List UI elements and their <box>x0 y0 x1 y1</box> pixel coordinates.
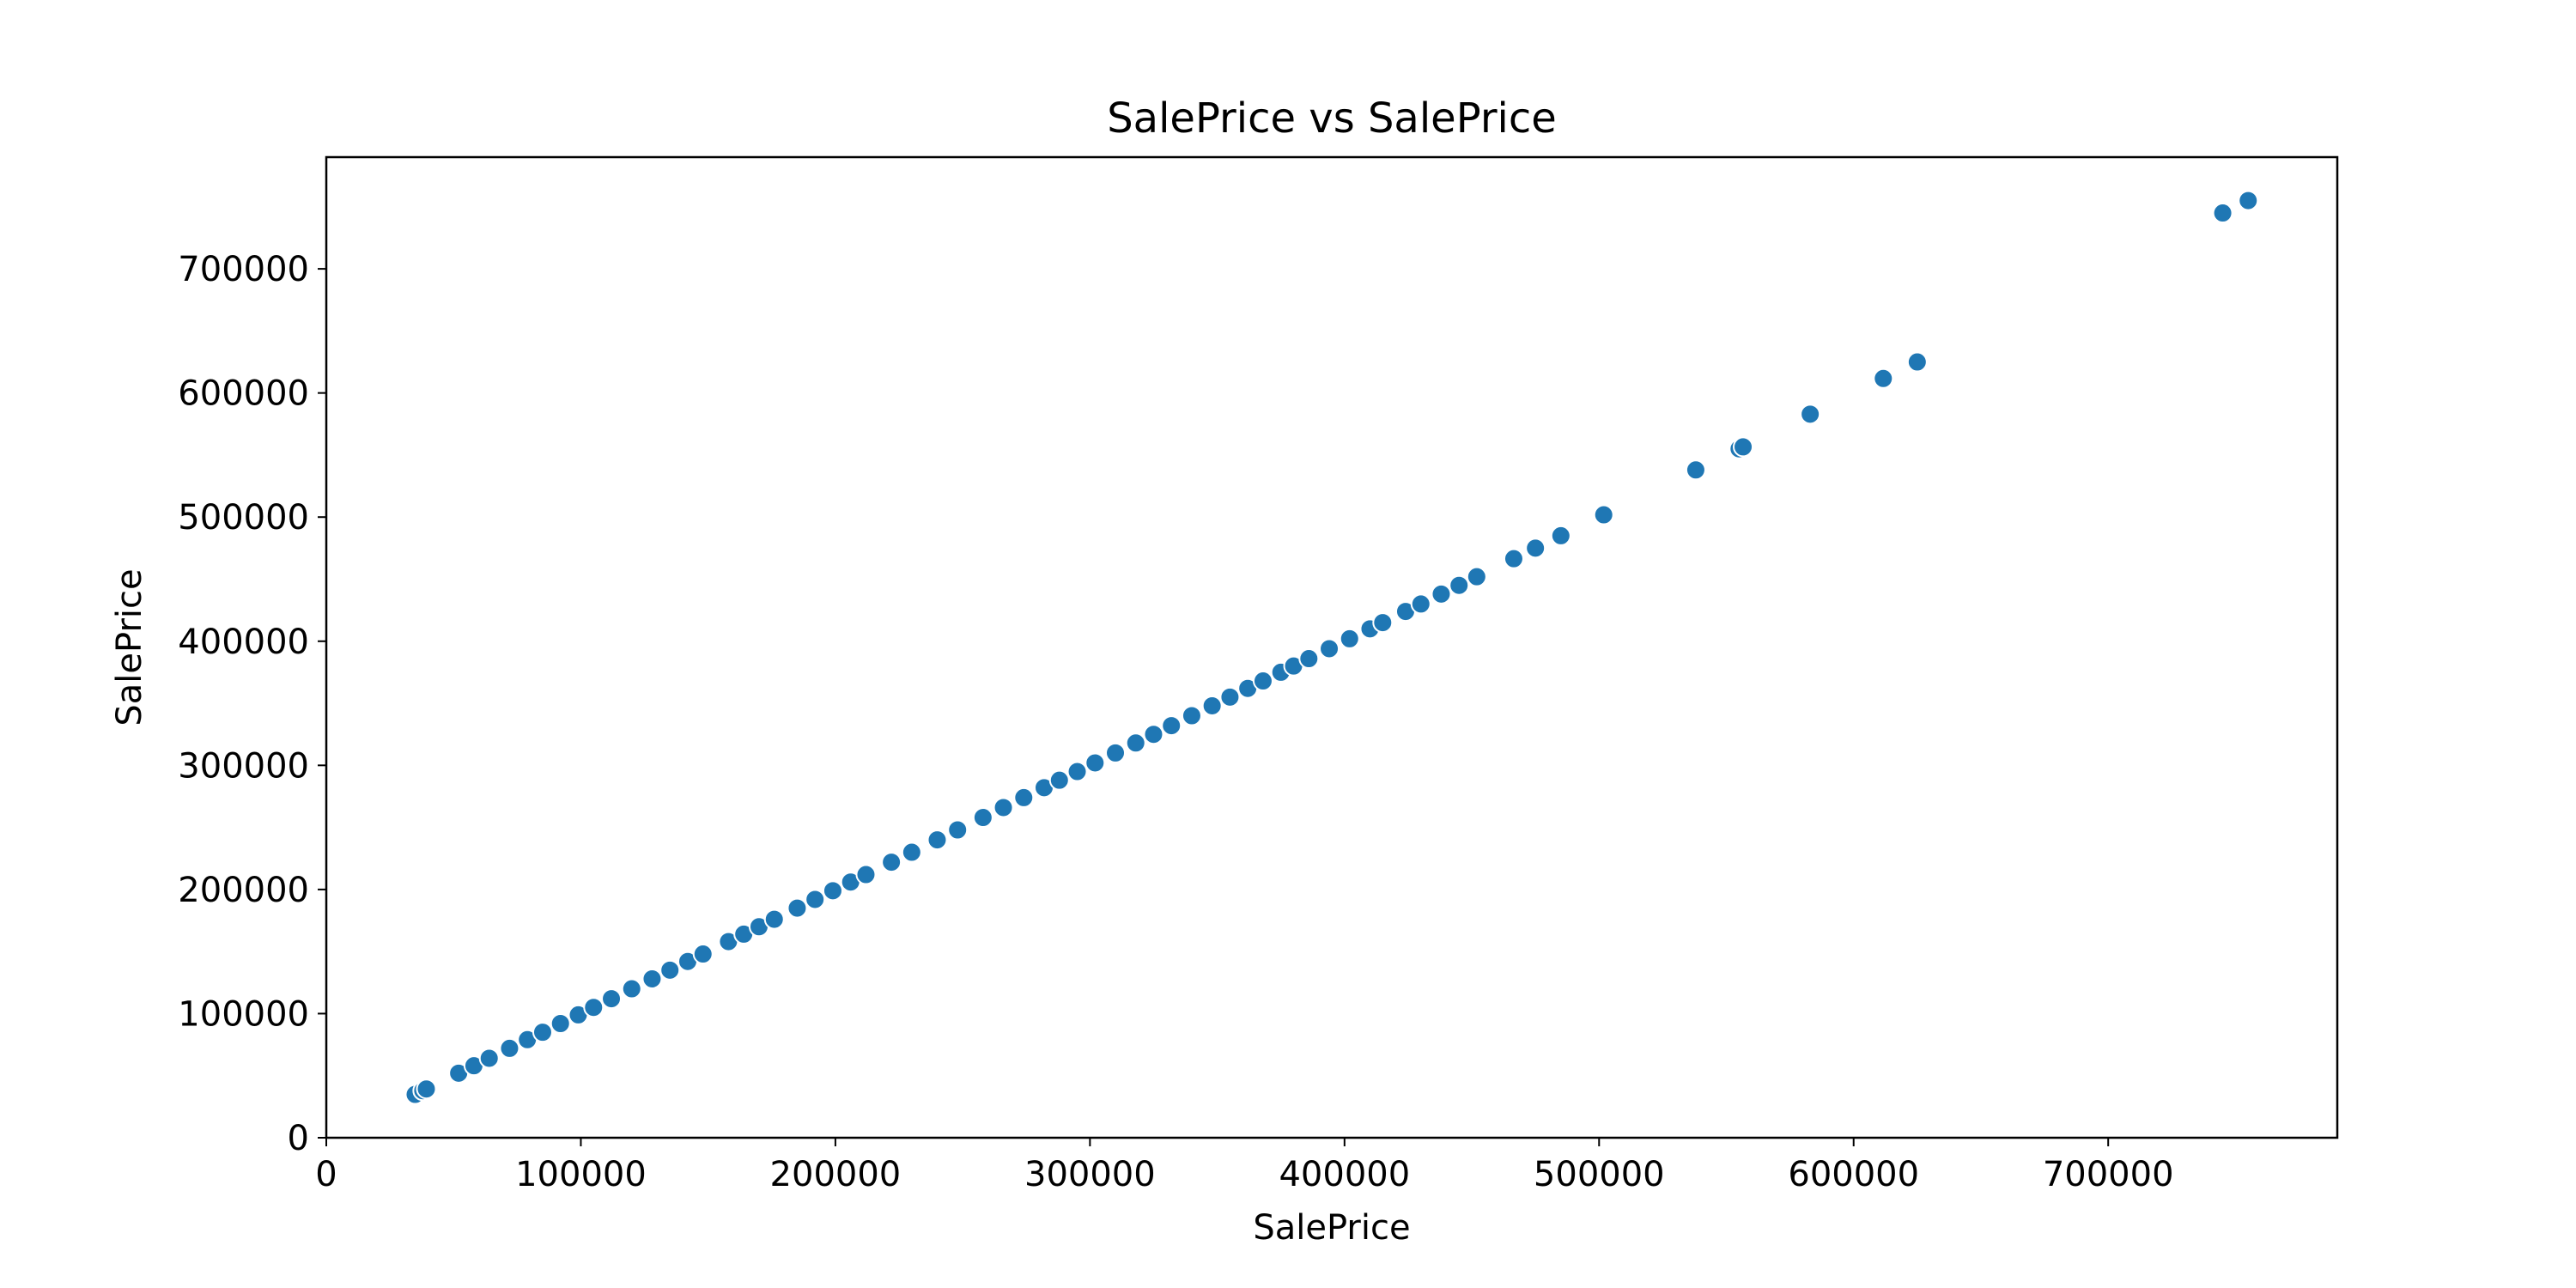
data-point <box>1143 724 1164 745</box>
data-point <box>1550 525 1571 546</box>
data-point <box>659 959 681 981</box>
data-point <box>1298 648 1320 670</box>
data-point <box>2238 190 2259 211</box>
plot-frame <box>325 155 2339 1139</box>
y-tick-label: 200000 <box>178 871 309 910</box>
y-axis: 0 100000 200000 300000 400000 500000 600000 700… <box>178 250 326 1158</box>
y-tick-label: 0 <box>288 1119 309 1158</box>
y-tick-label: 600000 <box>178 374 309 414</box>
data-point <box>763 908 785 930</box>
data-point <box>1252 671 1273 692</box>
data-point <box>550 1013 571 1035</box>
x-tick-label: 200000 <box>770 1155 902 1194</box>
data-point <box>787 897 808 919</box>
data-point <box>822 880 843 902</box>
data-point <box>601 988 623 1010</box>
y-tick-label: 100000 <box>178 994 309 1034</box>
data-point <box>478 1048 500 1069</box>
data-point <box>927 829 948 851</box>
chart-title: SalePrice vs SalePrice <box>1107 94 1557 143</box>
data-point <box>1084 752 1106 774</box>
x-tick-label: 700000 <box>2043 1155 2174 1194</box>
data-point <box>583 997 605 1018</box>
data-point <box>1449 574 1470 596</box>
data-point <box>1906 351 1928 373</box>
data-point <box>1593 504 1614 526</box>
data-point <box>1125 732 1146 754</box>
data-point <box>1013 787 1035 808</box>
x-tick-label: 300000 <box>1024 1155 1156 1194</box>
x-tick-label: 0 <box>315 1155 337 1194</box>
points-layer <box>404 190 2259 1105</box>
data-point <box>532 1022 553 1043</box>
data-point <box>1181 705 1202 726</box>
x-tick-label: 500000 <box>1534 1155 1665 1194</box>
data-point <box>641 968 663 989</box>
x-tick-label: 600000 <box>1788 1155 1919 1194</box>
y-tick-label: 300000 <box>178 746 309 786</box>
data-point <box>416 1078 437 1100</box>
x-tick-label: 100000 <box>515 1155 647 1194</box>
data-point <box>1873 368 1894 389</box>
data-point <box>1410 593 1431 615</box>
y-tick-label: 400000 <box>178 623 309 662</box>
data-point <box>2212 203 2233 224</box>
data-point <box>901 841 922 863</box>
data-point <box>1201 695 1223 716</box>
data-point <box>1733 436 1754 458</box>
data-point <box>1319 638 1340 659</box>
data-point <box>1066 761 1088 782</box>
y-tick-label: 500000 <box>178 498 309 538</box>
data-point <box>993 797 1014 818</box>
data-point <box>1431 583 1452 605</box>
x-tick-label: 400000 <box>1279 1155 1410 1194</box>
data-point <box>1466 566 1487 587</box>
x-axis: 0 100000 200000 300000 400000 500000 600000 700… <box>315 1138 2174 1194</box>
data-point <box>1503 548 1524 569</box>
data-point <box>1219 686 1241 708</box>
data-point <box>855 864 877 885</box>
data-point <box>805 889 826 910</box>
data-point <box>947 819 969 841</box>
data-point <box>1161 715 1182 737</box>
data-point <box>972 807 993 829</box>
data-point <box>881 852 902 873</box>
data-point <box>499 1037 520 1059</box>
data-point <box>692 944 714 965</box>
data-point <box>1685 459 1706 481</box>
data-point <box>1525 538 1546 559</box>
y-axis-title: SalePrice <box>110 568 149 726</box>
data-point <box>1105 742 1127 763</box>
data-point <box>1800 404 1821 425</box>
data-point <box>1339 628 1360 649</box>
data-point <box>1372 612 1394 634</box>
data-point <box>621 978 642 999</box>
x-axis-title: SalePrice <box>1253 1208 1410 1248</box>
y-tick-label: 700000 <box>178 250 309 289</box>
data-point <box>1048 769 1070 791</box>
